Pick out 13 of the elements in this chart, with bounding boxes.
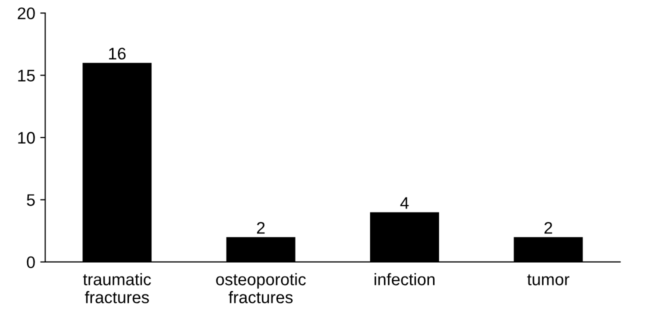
- y-tick-label: 10: [18, 132, 35, 144]
- x-tick-label: osteoporotic fractures: [216, 273, 306, 304]
- data-label: 2: [544, 222, 552, 234]
- x-tick-label: infection: [374, 273, 435, 286]
- y-tick-label: 0: [26, 256, 35, 268]
- data-label: 4: [400, 197, 409, 209]
- y-tick-label: 5: [26, 194, 35, 206]
- y-tick-label: 15: [18, 70, 35, 82]
- data-label: 2: [257, 222, 265, 234]
- y-tick-label: 20: [18, 7, 35, 20]
- data-label: 16: [109, 48, 126, 60]
- x-tick-label: traumatic fractures: [83, 273, 151, 304]
- x-tick-label: tumor: [527, 274, 570, 286]
